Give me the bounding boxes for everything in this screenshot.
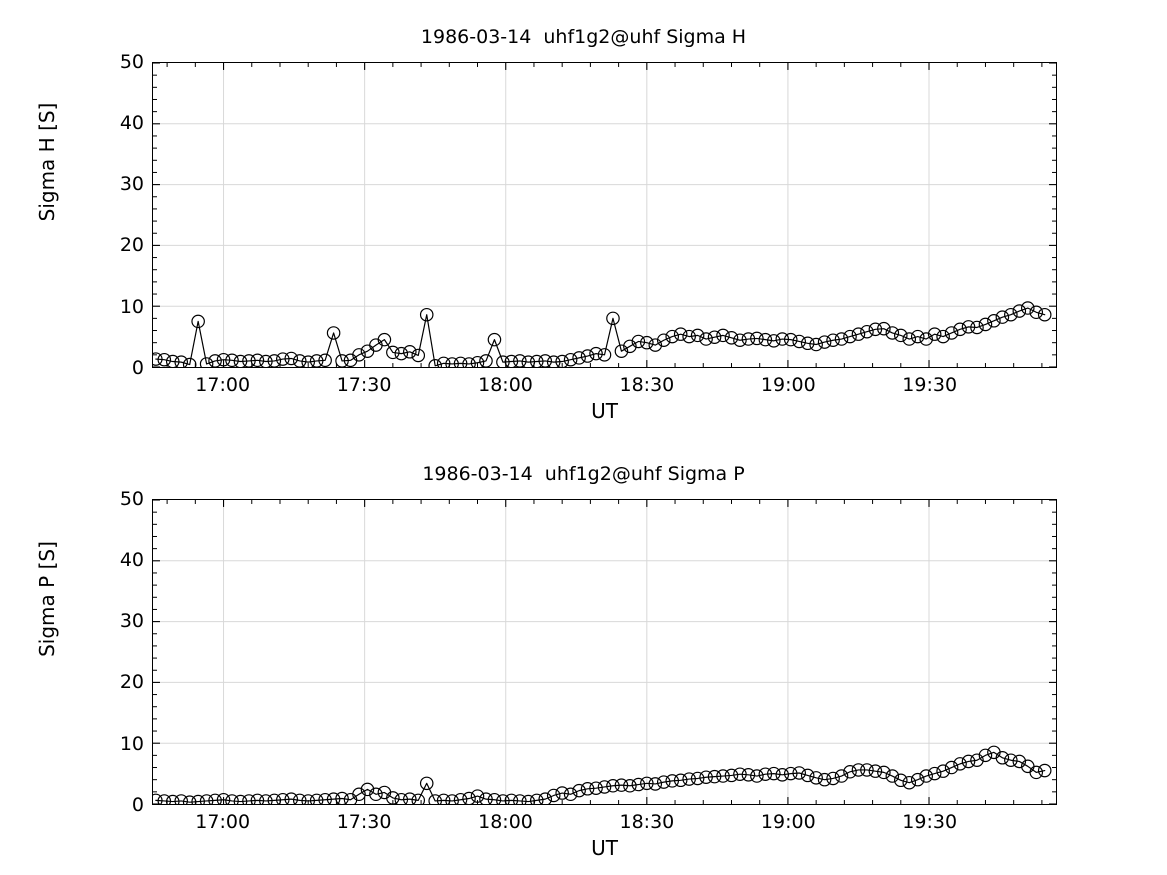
x-axis-ticks-sigma-h: 17:00 17:30 18:00 18:30 19:00 19:30 (152, 374, 1057, 400)
y-axis-title-sigma-p: Sigma P [S] (35, 541, 59, 657)
x-tick-label: 17:00 (195, 374, 251, 396)
plot-area-sigma-p (152, 499, 1057, 805)
x-axis-ticks-sigma-p: 17:00 17:30 18:00 18:30 19:00 19:30 (152, 811, 1057, 837)
y-tick-label: 0 (131, 357, 144, 379)
chart-panel-sigma-h: 1986-03-14 uhf1g2@uhf Sigma H 50 40 30 2… (0, 0, 1167, 437)
x-tick-label: 19:00 (760, 811, 816, 833)
y-axis-title-sigma-h: Sigma H [S] (35, 102, 59, 222)
x-tick-label: 17:00 (195, 811, 251, 833)
y-tick-label: 10 (119, 733, 144, 755)
x-tick-label: 18:30 (619, 811, 675, 833)
panel-title-sigma-p: 1986-03-14 uhf1g2@uhf Sigma P (422, 463, 745, 485)
y-tick-label: 30 (119, 173, 144, 195)
panel-title-sigma-h: 1986-03-14 uhf1g2@uhf Sigma H (420, 26, 747, 48)
x-axis-title-sigma-p: UT (591, 836, 618, 860)
plot-area-sigma-h (152, 62, 1057, 368)
x-tick-label: 19:00 (760, 374, 816, 396)
y-tick-label: 0 (131, 794, 144, 816)
x-tick-label: 17:30 (336, 811, 392, 833)
plot-canvas-sigma-p (153, 500, 1056, 804)
x-tick-label: 19:30 (902, 374, 958, 396)
plot-canvas-sigma-h (153, 63, 1056, 367)
y-tick-label: 20 (119, 234, 144, 256)
y-tick-label: 40 (119, 549, 144, 571)
y-tick-label: 10 (119, 296, 144, 318)
x-tick-label: 17:30 (336, 374, 392, 396)
y-tick-label: 50 (119, 488, 144, 510)
y-tick-label: 20 (119, 671, 144, 693)
y-tick-label: 50 (119, 51, 144, 73)
y-tick-label: 30 (119, 610, 144, 632)
y-axis-ticks-sigma-p: 50 40 30 20 10 0 (94, 490, 144, 815)
x-tick-label: 18:00 (478, 811, 533, 833)
chart-panel-sigma-p: 1986-03-14 uhf1g2@uhf Sigma P 50 40 30 2… (0, 437, 1167, 875)
y-tick-label: 40 (119, 112, 144, 134)
y-axis-ticks-sigma-h: 50 40 30 20 10 0 (94, 53, 144, 378)
x-axis-title-sigma-h: UT (591, 399, 618, 423)
x-tick-label: 19:30 (902, 811, 958, 833)
x-tick-label: 18:30 (619, 374, 675, 396)
x-tick-label: 18:00 (478, 374, 533, 396)
